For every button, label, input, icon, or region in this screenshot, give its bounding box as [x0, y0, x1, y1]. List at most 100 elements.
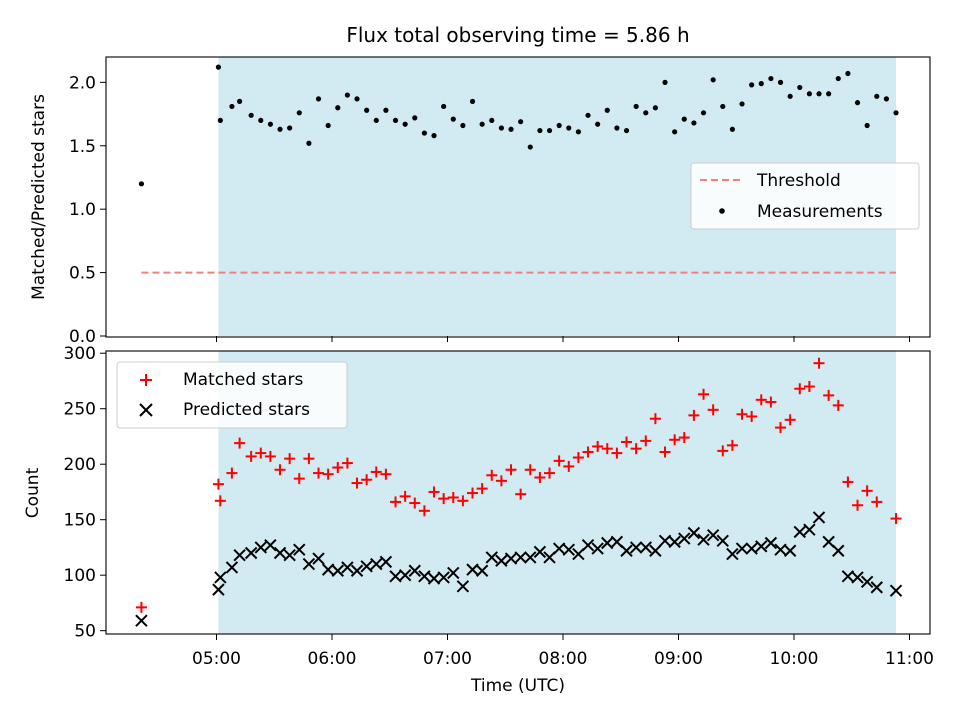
predicted-star-point [764, 536, 778, 550]
measurement-point [325, 122, 331, 129]
matched-star-point [332, 462, 344, 474]
matched-star-point [611, 447, 623, 459]
matched-star-point [409, 497, 421, 509]
measurement-point [383, 107, 389, 113]
measurement-point [373, 117, 379, 124]
predicted-star-point [860, 575, 874, 589]
matched-star-point [736, 408, 748, 420]
legend-predicted-swatch [139, 403, 153, 417]
measurement-point [441, 103, 447, 110]
measurement-points [138, 64, 899, 187]
measurement-point [469, 98, 476, 104]
predicted-star-point [418, 570, 431, 583]
ratio-panel: 0.00.51.01.52.0 Matched/Predicted stars … [29, 56, 931, 347]
measurement-point [315, 96, 322, 102]
measurement-point [826, 91, 832, 97]
predicted-star-point [233, 548, 246, 562]
measurement-point [662, 79, 668, 85]
matched-star-point [784, 414, 796, 426]
matched-star-point [842, 476, 854, 488]
matched-star-point [418, 505, 430, 517]
predicted-star-point [620, 544, 633, 557]
measurement-point [700, 110, 707, 116]
matched-star-point [524, 464, 536, 476]
measurement-point [777, 79, 784, 85]
y-tick-label: 150 [64, 511, 96, 531]
figure-title: Flux total observing time = 5.86 h [346, 23, 689, 47]
matched-star-point [274, 464, 286, 476]
predicted-star-point [244, 546, 258, 560]
x-tick-label: 11:00 [885, 649, 934, 669]
matched-star-point [813, 357, 825, 369]
measurement-point [237, 98, 243, 104]
predicted-star-point [726, 547, 739, 561]
matched-star-point [630, 443, 642, 455]
predicted-star-point [495, 554, 508, 567]
matched-star-point [390, 496, 402, 508]
measurement-point [845, 70, 851, 77]
predicted-star-point [851, 571, 864, 584]
matched-star-point [890, 513, 902, 525]
measurement-point [864, 122, 870, 129]
measurement-point [460, 122, 466, 129]
x-tick-label: 10:00 [770, 649, 819, 669]
matched-stars-points [135, 357, 902, 613]
measurement-point [854, 100, 861, 106]
matched-star-point [293, 473, 305, 485]
matched-star-point [380, 468, 392, 480]
count-y-axis: 50 100 150 200 250 300 [64, 344, 106, 642]
predicted-star-point [581, 539, 595, 552]
count-legend-box [116, 361, 348, 429]
measurement-point [546, 127, 553, 134]
y-tick-label: 200 [64, 455, 96, 475]
matched-star-point [135, 601, 147, 613]
measurement-point [691, 120, 697, 126]
measurement-point [344, 92, 350, 98]
predicted-star-point [889, 584, 903, 597]
measurement-point [248, 112, 254, 118]
predicted-star-point [562, 543, 575, 556]
matched-star-point [707, 404, 719, 416]
measurement-point [806, 91, 813, 97]
measurement-point [287, 125, 293, 131]
y-tick-label: 0.0 [69, 327, 96, 347]
matched-star-point [214, 495, 226, 507]
x-tick-label: 05:00 [192, 649, 241, 669]
measurement-point [768, 75, 774, 82]
predicted-star-point [572, 547, 585, 561]
matched-star-point [852, 499, 864, 511]
predicted-star-point [639, 541, 652, 554]
measurement-point [729, 126, 736, 132]
predicted-star-point [283, 548, 296, 562]
predicted-star-point [370, 557, 383, 571]
matched-star-point [245, 450, 257, 462]
matched-star-point [601, 443, 613, 455]
predicted-star-point [408, 564, 421, 577]
measurement-point [623, 127, 630, 134]
x-tick-label: 09:00 [654, 649, 703, 669]
predicted-star-point [755, 540, 768, 553]
matched-star-point [284, 453, 296, 465]
matched-star-point [582, 446, 594, 458]
measurement-point [402, 121, 408, 127]
measurement-point [258, 117, 264, 124]
matched-star-point [698, 388, 710, 400]
measurement-point [138, 181, 145, 187]
x-axis-label: Time (UTC) [470, 676, 565, 696]
matched-star-point [515, 488, 527, 500]
count-panel-frame [105, 350, 931, 635]
measurement-point [893, 110, 899, 116]
y-tick-label: 2.0 [69, 73, 96, 93]
matched-star-point [264, 450, 276, 462]
count-x-axis: 05:00 06:00 07:00 08:00 09:00 10:00 11:00 [192, 634, 934, 669]
matched-star-point [717, 445, 729, 457]
measurement-point [652, 105, 659, 111]
measurement-point [643, 110, 649, 116]
matched-star-point [649, 413, 661, 425]
predicted-star-point [398, 568, 412, 582]
ratio-y-axis-label: Matched/Predicted stars [29, 94, 49, 300]
predicted-star-point [533, 545, 547, 559]
predicted-star-point [135, 614, 148, 627]
measurement-point [816, 91, 822, 97]
